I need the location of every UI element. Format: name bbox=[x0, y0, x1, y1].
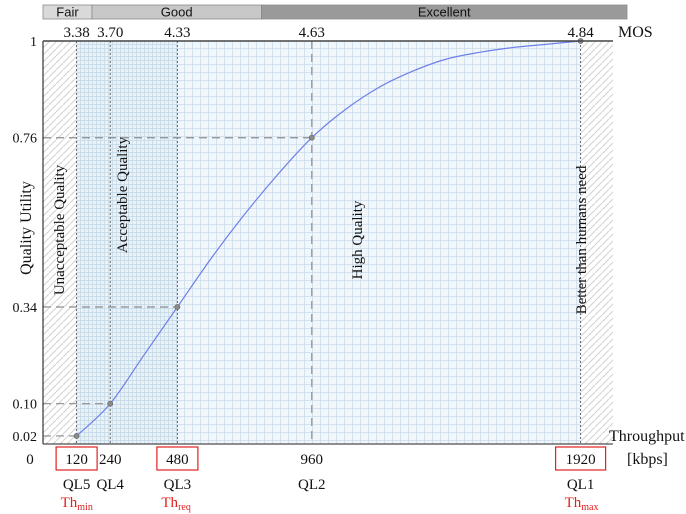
y-tick-label: 1 bbox=[30, 35, 37, 50]
plot-background bbox=[43, 41, 613, 444]
utility-points bbox=[73, 38, 584, 439]
y-axis-title: Quality Utility bbox=[18, 181, 35, 275]
region-label: Better than humans need bbox=[574, 165, 590, 314]
x-tick-label: 480 bbox=[166, 452, 189, 468]
mos-tick-label: 3.70 bbox=[97, 25, 123, 41]
data-point bbox=[174, 304, 181, 310]
region-label: Unacceptable Quality bbox=[52, 164, 68, 295]
data-point bbox=[107, 400, 114, 407]
x-tick-label: 240 bbox=[99, 452, 122, 468]
x-tick-label: 1920 bbox=[566, 452, 596, 468]
y-tick-labels: 0.02 0.10 0.34 0.76 1 bbox=[13, 35, 38, 445]
threshold-label: Thmax bbox=[565, 495, 599, 513]
mos-band bbox=[260, 4, 628, 20]
y-tick-label: 0.10 bbox=[13, 398, 38, 413]
mos-tick-label: 4.63 bbox=[299, 25, 325, 41]
region-label: Acceptable Quality bbox=[115, 136, 131, 253]
region-label: High Quality bbox=[350, 200, 366, 279]
data-point bbox=[308, 134, 315, 141]
quality-level-label: QL1 bbox=[567, 477, 595, 493]
quality-level-label: QL4 bbox=[96, 477, 124, 493]
x-tick-label: 960 bbox=[301, 452, 324, 468]
mos-tick-label: 3.38 bbox=[63, 25, 89, 41]
mos-tick-label: 4.33 bbox=[164, 25, 190, 41]
mos-tick-label: 4.84 bbox=[567, 25, 594, 41]
threshold-label: Thmin bbox=[61, 495, 93, 513]
data-point bbox=[73, 433, 80, 439]
x-tick-highlight-box bbox=[156, 446, 199, 471]
x-tick-label: 120 bbox=[65, 452, 88, 468]
guide-lines bbox=[43, 41, 582, 444]
acceptable-region bbox=[76, 41, 178, 444]
x-tick-label: 0 bbox=[26, 452, 34, 468]
beyond-region bbox=[580, 41, 613, 444]
mos-band-label: Excellent bbox=[418, 5, 471, 20]
threshold-label: Threq bbox=[161, 495, 190, 513]
quality-level-label: QL2 bbox=[298, 477, 326, 493]
mos-band-bar: Fair Good Excellent bbox=[42, 4, 628, 20]
unacceptable-region bbox=[43, 41, 77, 444]
utility-curve-series bbox=[76, 40, 581, 437]
x-tick-highlight-box bbox=[55, 446, 98, 471]
y-tick-label: 0.02 bbox=[13, 430, 38, 445]
x-tick-labels: 0 120 240 480 960 1920 bbox=[26, 446, 607, 471]
quality-level-label: QL3 bbox=[164, 477, 192, 493]
x-tick-highlight-box bbox=[554, 446, 607, 471]
mos-band-label: Good bbox=[161, 5, 193, 20]
axes bbox=[42, 40, 613, 445]
region-labels: Unacceptable Quality Acceptable Quality Hi… bbox=[52, 136, 590, 314]
quality-level-label: QL5 bbox=[63, 477, 91, 493]
y-tick-label: 0.76 bbox=[13, 132, 38, 147]
x-axis-title: Throughput bbox=[609, 428, 685, 445]
mos-axis-title: MOS bbox=[618, 24, 653, 41]
x-axis-unit: [kbps] bbox=[627, 451, 668, 468]
mos-band-label: Fair bbox=[56, 5, 79, 20]
y-tick-label: 0.34 bbox=[13, 301, 38, 316]
mos-tick-labels: 3.38 3.70 4.33 4.63 4.84 bbox=[63, 25, 594, 41]
